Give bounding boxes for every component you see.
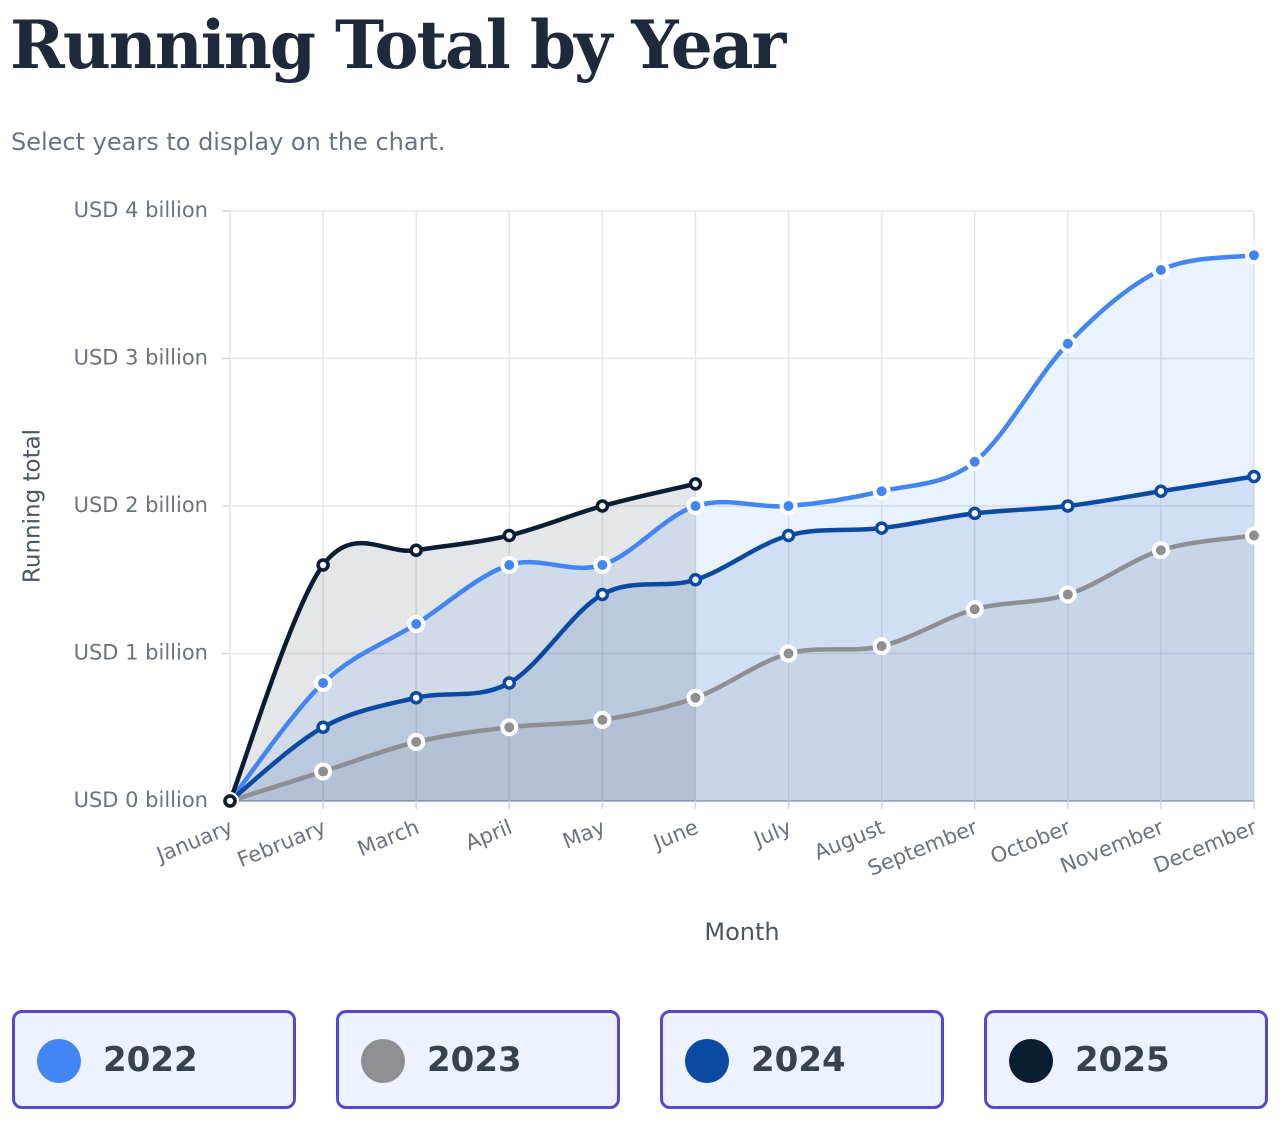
legend-label: 2025 bbox=[1075, 1040, 1170, 1080]
point bbox=[781, 528, 796, 543]
point bbox=[595, 587, 610, 602]
point bbox=[1154, 484, 1168, 498]
y-tick-label: USD 1 billion bbox=[74, 641, 208, 665]
point bbox=[314, 674, 333, 692]
point bbox=[872, 482, 891, 501]
point bbox=[1058, 334, 1077, 353]
x-tick-label: January bbox=[151, 815, 236, 868]
point bbox=[316, 558, 330, 572]
y-tick-label: USD 0 billion bbox=[74, 788, 208, 812]
legend-button[interactable]: 2025 bbox=[984, 1010, 1268, 1109]
markers bbox=[221, 246, 1263, 810]
legend-button[interactable]: 2023 bbox=[336, 1010, 620, 1109]
page-title: Running Total by Year bbox=[10, 6, 786, 84]
chart: Running total Month USD 0 billion USD 1 b… bbox=[20, 198, 1263, 946]
y-axis-title: Running total bbox=[20, 429, 46, 583]
point bbox=[502, 528, 517, 543]
legend-label: 2022 bbox=[103, 1040, 198, 1080]
area bbox=[230, 476, 1254, 801]
point bbox=[1245, 246, 1263, 265]
point bbox=[407, 615, 426, 633]
point bbox=[316, 720, 330, 734]
x-tick-label: May bbox=[559, 815, 608, 854]
y-tick-label: USD 4 billion bbox=[74, 198, 208, 222]
point bbox=[500, 556, 519, 574]
y-tick-label: USD 2 billion bbox=[74, 493, 208, 517]
point bbox=[409, 543, 423, 557]
point bbox=[314, 762, 333, 781]
x-tick-label: March bbox=[354, 815, 422, 861]
x-tick-label: June bbox=[648, 815, 701, 855]
legend-swatch bbox=[361, 1039, 405, 1083]
point bbox=[779, 497, 798, 515]
point bbox=[1058, 585, 1077, 604]
x-tick-label: July bbox=[749, 815, 795, 852]
point bbox=[502, 676, 517, 690]
point bbox=[500, 718, 519, 737]
point bbox=[688, 573, 703, 587]
point bbox=[686, 688, 705, 707]
point bbox=[872, 637, 891, 656]
legend-label: 2023 bbox=[427, 1040, 522, 1080]
x-tick-label: April bbox=[462, 815, 515, 855]
point bbox=[1247, 469, 1261, 484]
areas bbox=[230, 255, 1254, 801]
point bbox=[967, 506, 982, 521]
legend-swatch bbox=[37, 1039, 81, 1083]
x-tick-label: December bbox=[1150, 815, 1260, 878]
point bbox=[593, 556, 612, 574]
point bbox=[874, 521, 889, 535]
x-axis-title: Month bbox=[704, 918, 779, 946]
page-subtitle: Select years to display on the chart. bbox=[11, 128, 446, 156]
area bbox=[230, 255, 1254, 801]
point bbox=[779, 644, 798, 663]
legend-swatch bbox=[685, 1039, 729, 1083]
y-tick-label: USD 3 billion bbox=[74, 346, 208, 370]
point bbox=[965, 600, 984, 619]
point bbox=[1151, 541, 1170, 560]
point bbox=[965, 452, 984, 471]
area bbox=[230, 535, 1254, 801]
x-tick-label: November bbox=[1057, 815, 1168, 878]
point bbox=[1061, 499, 1075, 513]
x-tick-label: February bbox=[234, 815, 329, 872]
point bbox=[1151, 261, 1170, 279]
point bbox=[686, 497, 705, 515]
legend-button[interactable]: 2022 bbox=[12, 1010, 296, 1109]
point bbox=[407, 733, 426, 751]
point bbox=[223, 794, 237, 808]
legend-button[interactable]: 2024 bbox=[660, 1010, 944, 1109]
point bbox=[688, 477, 703, 491]
point bbox=[593, 710, 612, 729]
point bbox=[409, 691, 423, 705]
legend-swatch bbox=[1009, 1039, 1053, 1083]
point bbox=[595, 499, 610, 513]
area bbox=[230, 483, 696, 801]
point bbox=[1245, 526, 1263, 545]
legend-label: 2024 bbox=[751, 1040, 846, 1080]
